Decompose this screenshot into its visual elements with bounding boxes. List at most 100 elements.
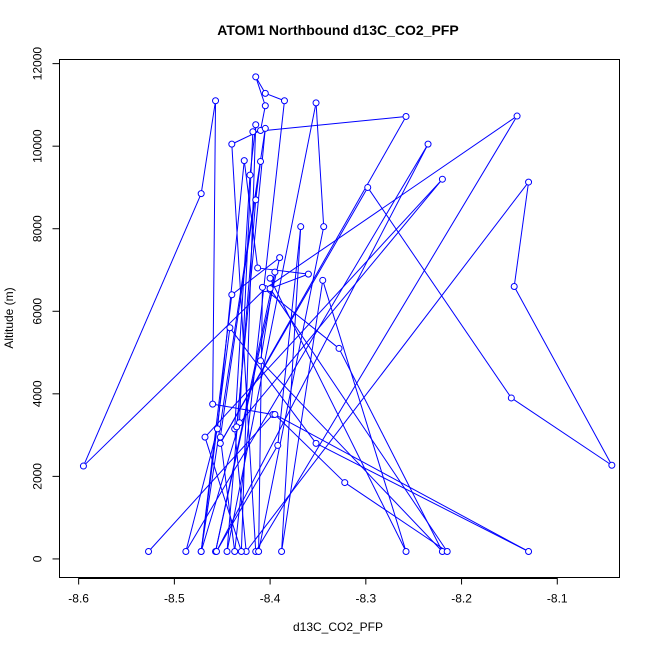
data-point	[525, 178, 533, 186]
series-segment	[226, 102, 317, 552]
series-segment	[513, 286, 613, 466]
series-segment	[255, 115, 518, 552]
data-point	[261, 89, 269, 97]
y-tick-label: 6000	[31, 298, 45, 325]
series-segment	[257, 267, 309, 275]
series-segment	[338, 348, 443, 552]
series-segment	[83, 288, 266, 467]
data-point	[261, 124, 269, 132]
data-point	[209, 400, 217, 408]
series-segment	[367, 187, 512, 399]
series-segment	[277, 226, 302, 446]
series-segment	[204, 437, 242, 552]
data-point	[197, 190, 205, 198]
data-point	[252, 121, 260, 129]
y-tick-label: 12000	[31, 47, 45, 81]
plot-frame	[59, 59, 620, 578]
series-segment	[315, 442, 529, 552]
y-tick-label: 10000	[31, 129, 45, 163]
series-segment	[234, 100, 285, 552]
series-segment	[274, 414, 346, 483]
series-segment	[236, 178, 443, 428]
data-point	[79, 462, 87, 470]
data-point	[424, 140, 432, 148]
y-axis: 0 2000 4000 6000 8000 10000 12000	[31, 47, 60, 562]
data-point	[228, 140, 236, 148]
series-segment	[269, 278, 407, 552]
data-point	[312, 439, 320, 447]
data-point	[246, 171, 254, 179]
series-segment	[511, 397, 613, 466]
data-point	[341, 479, 349, 487]
series-segment	[513, 182, 530, 287]
series-segment	[204, 178, 443, 438]
series-segment	[322, 280, 407, 552]
series-segment	[216, 445, 279, 552]
data-point	[274, 441, 282, 449]
data-point	[297, 223, 305, 231]
series-segment	[229, 327, 317, 444]
data-point	[197, 547, 205, 555]
data-point	[608, 461, 616, 469]
series-segment	[200, 422, 240, 552]
series-segment	[281, 226, 302, 552]
data-point	[228, 291, 236, 299]
data-point	[252, 73, 260, 81]
data-point	[320, 223, 328, 231]
x-tick-label: -8.3	[355, 592, 376, 606]
series-segment	[82, 193, 202, 467]
data-point	[266, 274, 274, 282]
x-tick-label: -8.4	[260, 592, 281, 606]
data-point	[249, 128, 257, 136]
chart-title: ATOM1 Northbound d13C_CO2_PFP	[217, 22, 458, 38]
data-point	[513, 112, 521, 120]
series-segment	[185, 428, 218, 552]
data-point	[276, 254, 284, 262]
series-segment	[148, 414, 274, 552]
series-segment	[265, 115, 518, 289]
data-point	[216, 439, 224, 447]
series-segment	[185, 143, 429, 552]
data-point	[438, 175, 446, 183]
data-point	[443, 547, 451, 555]
data-point	[319, 276, 327, 284]
series-lines	[82, 76, 613, 552]
data-point	[271, 410, 279, 418]
data-point	[216, 433, 224, 441]
data-point	[510, 283, 518, 291]
y-tick-label: 8000	[31, 215, 45, 242]
data-point	[240, 157, 248, 165]
series-segment	[255, 76, 266, 106]
y-tick-label: 0	[31, 555, 45, 562]
data-point	[335, 344, 343, 352]
data-point	[233, 423, 241, 431]
data-point	[212, 97, 220, 105]
series-segment	[260, 105, 266, 131]
x-axis-label: d13C_CO2_PFP	[293, 620, 383, 634]
series-segment	[236, 128, 266, 427]
series-segment	[240, 124, 257, 552]
x-tick-label: -8.2	[451, 592, 472, 606]
series-segment	[234, 428, 247, 552]
series-segment	[243, 160, 259, 269]
data-point	[182, 547, 190, 555]
series-segment	[269, 273, 309, 290]
data-point	[525, 547, 533, 555]
x-axis: -8.6 -8.5 -8.4 -8.3 -8.2 -8.1	[68, 577, 568, 606]
x-tick-label: -8.6	[68, 592, 89, 606]
data-point	[223, 547, 231, 555]
series-segment	[231, 257, 280, 296]
data-point	[226, 324, 234, 332]
data-point	[364, 183, 372, 191]
x-tick-label: -8.5	[164, 592, 185, 606]
y-tick-label: 2000	[31, 463, 45, 490]
data-point	[213, 425, 221, 433]
y-tick-label: 4000	[31, 380, 45, 407]
data-point	[257, 357, 265, 365]
data-point	[252, 196, 260, 204]
series-segment	[200, 327, 231, 552]
series-segment	[262, 286, 340, 349]
series-segment	[200, 128, 266, 552]
y-axis-label: Altitude (m)	[2, 287, 16, 348]
